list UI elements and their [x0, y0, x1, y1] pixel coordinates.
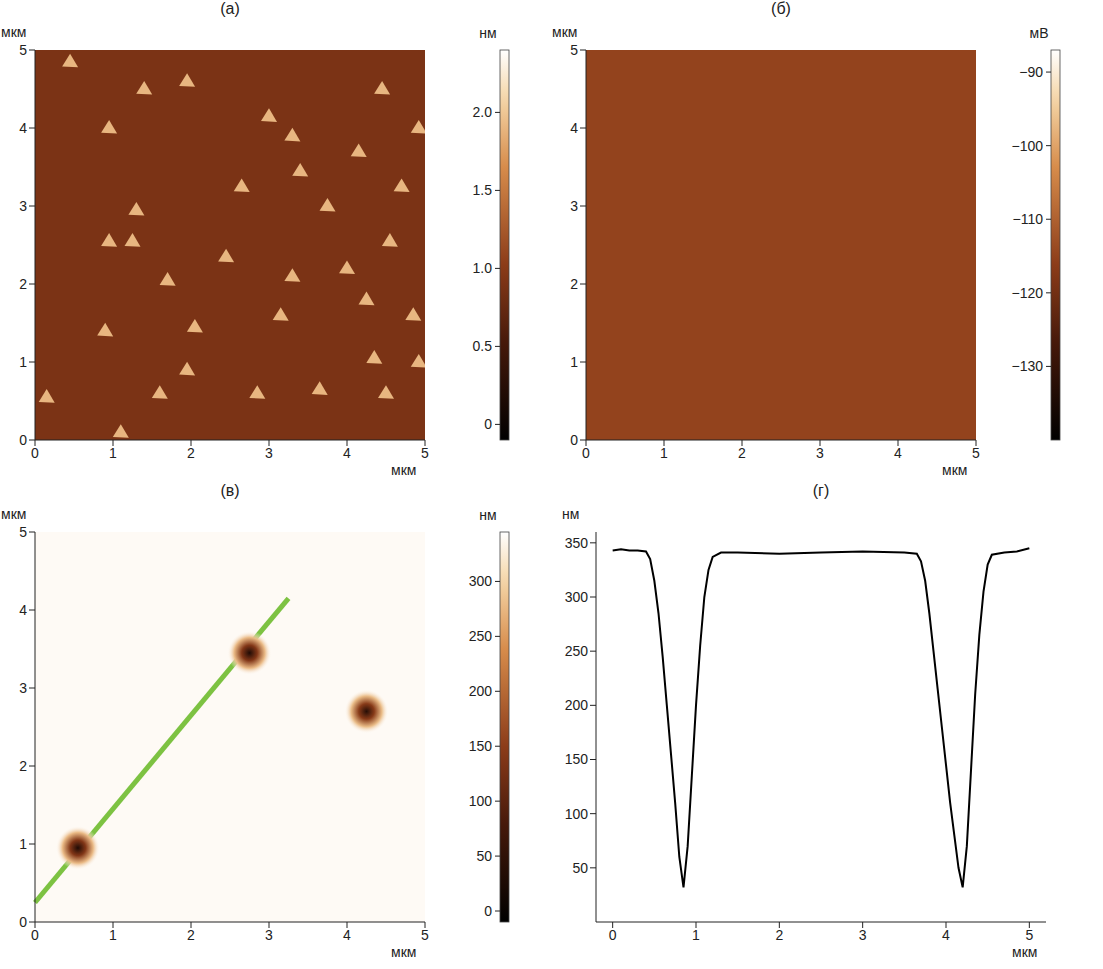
- svg-text:0.5: 0.5: [473, 338, 493, 354]
- svg-text:1.5: 1.5: [473, 182, 493, 198]
- svg-text:3: 3: [19, 198, 27, 214]
- svg-text:2: 2: [19, 276, 27, 292]
- svg-text:50: 50: [476, 848, 492, 864]
- svg-text:−110: −110: [1013, 211, 1044, 227]
- svg-text:3: 3: [859, 927, 867, 943]
- html-text:мкм: мкм: [391, 462, 417, 478]
- svg-text:3: 3: [265, 445, 273, 461]
- svg-text:350: 350: [565, 535, 589, 551]
- svg-text:−90: −90: [1019, 64, 1043, 80]
- html-text:нм: нм: [562, 506, 580, 522]
- svg-text:0: 0: [484, 416, 492, 432]
- svg-text:0: 0: [19, 432, 27, 448]
- svg-text:300: 300: [469, 573, 493, 589]
- svg-text:1: 1: [692, 927, 700, 943]
- svg-text:1: 1: [19, 354, 27, 370]
- svg-text:5: 5: [19, 42, 27, 58]
- svg-text:3: 3: [570, 198, 578, 214]
- html-text:(г): (г): [812, 482, 830, 499]
- svg-text:0: 0: [570, 432, 578, 448]
- svg-text:4: 4: [894, 445, 902, 461]
- svg-text:0: 0: [609, 927, 617, 943]
- html-text:мкм: мкм: [1, 506, 27, 522]
- svg-text:0: 0: [19, 914, 27, 930]
- svg-text:5: 5: [421, 445, 429, 461]
- svg-text:5: 5: [1025, 927, 1033, 943]
- svg-text:1: 1: [19, 836, 27, 852]
- svg-text:0: 0: [31, 927, 39, 943]
- svg-text:2: 2: [775, 927, 783, 943]
- svg-text:3: 3: [816, 445, 824, 461]
- svg-text:4: 4: [570, 120, 578, 136]
- svg-text:150: 150: [565, 751, 589, 767]
- svg-text:300: 300: [565, 589, 589, 605]
- svg-text:4: 4: [19, 120, 27, 136]
- svg-text:нм: нм: [479, 25, 496, 41]
- svg-text:4: 4: [343, 927, 351, 943]
- svg-text:1: 1: [109, 445, 117, 461]
- svg-text:1: 1: [570, 354, 578, 370]
- svg-text:3: 3: [265, 927, 273, 943]
- svg-text:150: 150: [469, 738, 493, 754]
- html-text:мкм: мкм: [942, 462, 968, 478]
- svg-text:4: 4: [343, 445, 351, 461]
- svg-text:5: 5: [19, 524, 27, 540]
- html-text:(б): (б): [771, 0, 791, 17]
- svg-text:4: 4: [942, 927, 950, 943]
- html-text:(а): (а): [220, 0, 240, 17]
- html-text:мкм: мкм: [1012, 944, 1038, 960]
- svg-text:50: 50: [572, 860, 588, 876]
- svg-text:нм: нм: [479, 507, 496, 523]
- svg-text:2: 2: [570, 276, 578, 292]
- svg-text:200: 200: [469, 683, 493, 699]
- svg-text:200: 200: [565, 697, 589, 713]
- svg-text:100: 100: [469, 793, 493, 809]
- svg-text:5: 5: [421, 927, 429, 943]
- html-text:мкм: мкм: [552, 24, 578, 40]
- svg-text:2: 2: [187, 927, 195, 943]
- svg-text:250: 250: [469, 628, 493, 644]
- svg-text:1: 1: [109, 927, 117, 943]
- svg-text:−130: −130: [1011, 358, 1043, 374]
- svg-text:4: 4: [19, 602, 27, 618]
- svg-text:2: 2: [19, 758, 27, 774]
- svg-text:2.0: 2.0: [473, 104, 493, 120]
- svg-text:3: 3: [19, 680, 27, 696]
- svg-text:мВ: мВ: [1030, 25, 1049, 41]
- svg-text:−120: −120: [1011, 285, 1043, 301]
- svg-text:2: 2: [187, 445, 195, 461]
- svg-text:2: 2: [738, 445, 746, 461]
- svg-text:−100: −100: [1011, 138, 1043, 154]
- svg-text:0: 0: [484, 903, 492, 919]
- svg-text:250: 250: [565, 643, 589, 659]
- html-text:(в): (в): [220, 482, 240, 499]
- svg-text:0: 0: [31, 445, 39, 461]
- svg-text:5: 5: [972, 445, 980, 461]
- svg-text:1.0: 1.0: [473, 260, 493, 276]
- svg-text:100: 100: [565, 806, 589, 822]
- html-text:мкм: мкм: [1, 24, 27, 40]
- svg-text:0: 0: [582, 445, 590, 461]
- svg-text:1: 1: [660, 445, 668, 461]
- html-text:мкм: мкм: [391, 944, 417, 960]
- svg-text:5: 5: [570, 42, 578, 58]
